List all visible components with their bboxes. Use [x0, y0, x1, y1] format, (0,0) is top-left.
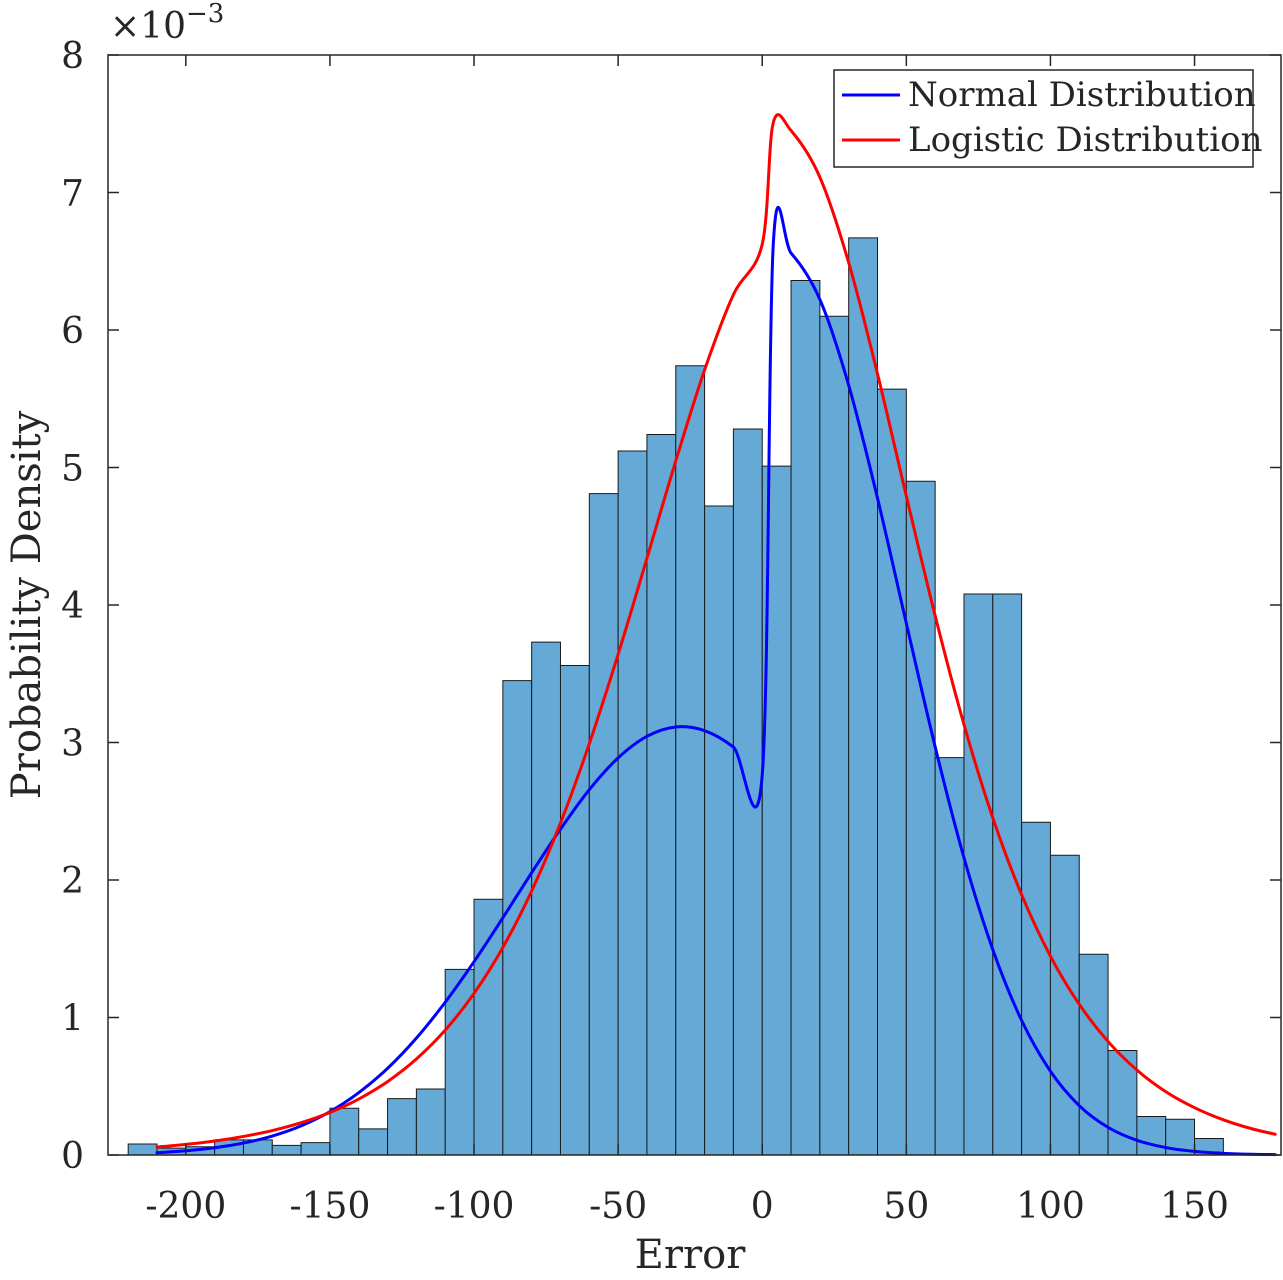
distribution-curves — [155, 113, 1277, 1157]
x-tick-label: -50 — [589, 1186, 647, 1227]
y-axis-label: Probability Density — [4, 410, 50, 799]
histogram-bar — [704, 505, 734, 1156]
y-exponent-label: ×10−3 — [110, 0, 224, 47]
y-tick-label: 3 — [61, 724, 84, 765]
y-exponent-power: −3 — [186, 0, 224, 29]
y-tick-label: 0 — [61, 1136, 84, 1177]
x-tick-label: -200 — [145, 1186, 226, 1227]
histogram-bar — [127, 1143, 158, 1156]
legend-box — [833, 69, 1254, 168]
y-tick-label: 6 — [61, 311, 84, 352]
histogram-bar — [531, 641, 561, 1156]
svg-text:×10−3: ×10−3 — [110, 0, 224, 47]
y-exponent-base: ×10 — [110, 6, 186, 47]
legend: Normal Distribution Logistic Distributio… — [833, 69, 1262, 168]
histogram-bar — [415, 1088, 446, 1156]
y-tick-label: 7 — [61, 174, 84, 215]
axis-ticks — [108, 54, 1281, 1156]
histogram-bar — [358, 1128, 389, 1156]
histogram-bar — [271, 1144, 302, 1156]
histogram-bar — [1021, 821, 1051, 1156]
histogram-bar — [992, 593, 1023, 1156]
normal-distribution-curve — [155, 205, 1277, 1157]
x-tick-label: -100 — [434, 1186, 515, 1227]
histogram-bar — [387, 1098, 417, 1156]
histogram-bar — [905, 480, 936, 1156]
y-tick-label: 4 — [61, 586, 84, 627]
histogram-bar — [1136, 1116, 1167, 1156]
legend-label-logistic: Logistic Distribution — [908, 120, 1262, 160]
histogram-bar — [848, 237, 879, 1156]
histogram-bar — [559, 665, 590, 1156]
y-tick-labels: 0 1 2 3 4 5 6 7 8 — [61, 36, 84, 1177]
histogram-bar — [329, 1107, 360, 1156]
y-tick-label: 1 — [61, 999, 84, 1040]
x-tick-label: 100 — [1016, 1186, 1085, 1227]
histogram-bar — [300, 1142, 331, 1156]
histogram-bar — [588, 493, 619, 1156]
legend-label-normal: Normal Distribution — [908, 75, 1256, 115]
histogram-bar — [819, 315, 850, 1156]
x-tick-label: -150 — [289, 1186, 370, 1227]
x-tick-label: 0 — [751, 1186, 774, 1227]
y-tick-label: 2 — [61, 861, 84, 902]
y-tick-label: 5 — [61, 449, 84, 490]
x-axis-label: Error — [635, 1232, 747, 1278]
y-tick-label: 8 — [61, 36, 84, 77]
histogram-bar — [1078, 953, 1109, 1156]
histogram-bar — [1049, 854, 1080, 1156]
x-tick-labels: -200 -150 -100 -50 0 50 100 150 — [145, 1186, 1229, 1227]
histogram-bar — [877, 388, 907, 1156]
x-tick-label: 150 — [1160, 1186, 1229, 1227]
histogram-bar — [934, 757, 965, 1156]
logistic-distribution-curve — [155, 113, 1277, 1149]
x-tick-label: 50 — [883, 1186, 929, 1227]
histogram-bars — [127, 237, 1253, 1156]
histogram-bar — [790, 280, 821, 1156]
histogram-bar — [646, 434, 677, 1156]
histogram-bar — [675, 365, 706, 1156]
histogram-bar — [617, 450, 648, 1156]
